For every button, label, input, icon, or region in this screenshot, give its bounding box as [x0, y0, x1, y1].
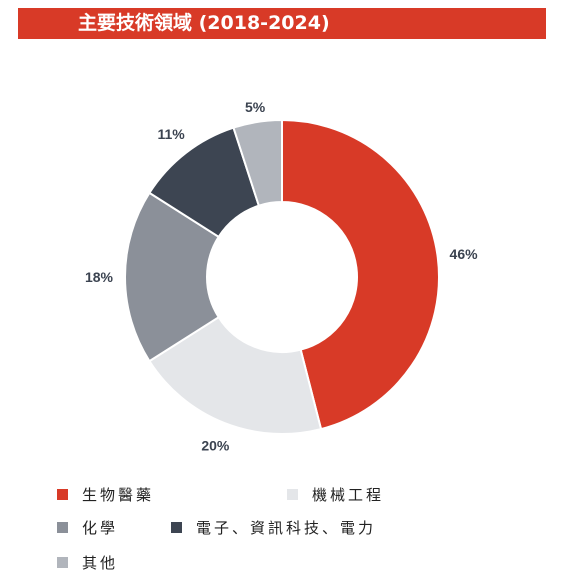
donut-slices — [124, 118, 440, 435]
donut-slice-1 — [281, 118, 440, 431]
slice-labels: 46% 20% 18% 11% 5% — [85, 99, 478, 453]
donut-slice-2 — [148, 315, 323, 435]
slice-percent-label: 11% — [157, 126, 185, 142]
donut-slice-3 — [124, 191, 221, 363]
slice-percent-label: 20% — [201, 437, 230, 453]
chart-title: 主要技術領域 (2018-2024) — [18, 8, 546, 39]
slice-percent-label: 18% — [85, 269, 114, 285]
slice-percent-label: 5% — [245, 99, 266, 115]
slice-percent-label: 46% — [450, 246, 479, 262]
donut-slice-5 — [232, 118, 283, 207]
